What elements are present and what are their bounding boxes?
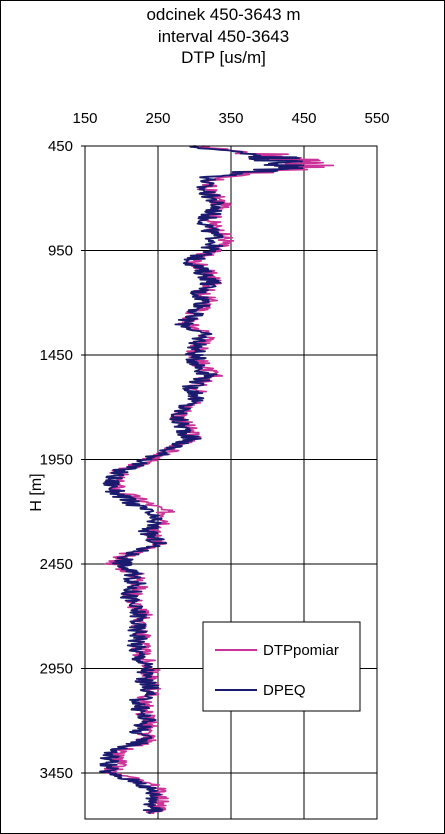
y-tick-label: 1950	[40, 452, 73, 469]
x-tick-label: 550	[364, 110, 389, 127]
chart-title-line-3: DTP [us/m]	[181, 48, 266, 67]
x-tick-label: 150	[72, 110, 97, 127]
chart-title-line-1: odcinek 450-3643 m	[146, 5, 301, 24]
y-tick-label: 1450	[40, 347, 73, 364]
legend-label-dpeq: DPEQ	[263, 682, 306, 699]
x-tick-label: 250	[145, 110, 170, 127]
legend-box	[202, 621, 361, 712]
y-tick-label: 2950	[40, 661, 73, 678]
grid	[81, 145, 378, 819]
y-tick-label: 2450	[40, 556, 73, 573]
y-axis-label: H [m]	[28, 473, 45, 511]
y-tick-label: 3450	[40, 765, 73, 782]
legend-label-dtppomiar: DTPpomiar	[263, 642, 339, 659]
x-tick-label: 450	[291, 110, 316, 127]
x-tick-labels: 150 250 350 450 550	[72, 110, 389, 127]
series-line-dpeq	[99, 145, 305, 815]
x-tick-label: 350	[218, 110, 243, 127]
y-tick-labels: 450 950 1450 1950 2450 2950 3450	[40, 138, 73, 782]
plot-border	[84, 145, 378, 820]
series-layer	[99, 145, 335, 815]
y-tick-label: 950	[48, 243, 73, 260]
y-tick-label: 450	[48, 138, 73, 155]
chart-title-line-2: interval 450-3643	[157, 27, 290, 46]
legend: DTPpomiar DPEQ	[202, 621, 361, 712]
